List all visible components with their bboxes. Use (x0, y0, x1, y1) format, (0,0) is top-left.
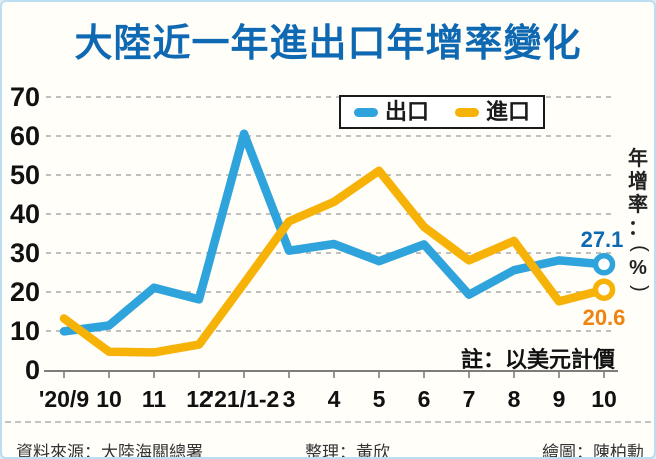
x-tick-label: 9 (552, 386, 566, 412)
x-tick-label: 10 (591, 386, 617, 412)
y-tick-label: 0 (24, 355, 40, 385)
x-tick-label: 10 (96, 386, 122, 412)
chart-title: 大陸近一年進出口年增率變化 (74, 23, 582, 65)
export-line-swatch-icon (353, 107, 378, 117)
export-end-value: 27.1 (580, 227, 624, 252)
import-line-swatch-icon (455, 107, 479, 117)
import-line (59, 166, 609, 357)
y-axis-title-char: 年 (628, 148, 648, 170)
note-usd-denominated: 註：以美元計價 (460, 347, 615, 372)
x-tick-label: 3 (282, 386, 296, 412)
x-tick-label: 5 (372, 386, 386, 412)
y-axis-title-char: ： (628, 217, 648, 239)
x-tick-label: 8 (507, 386, 521, 412)
export-line (59, 129, 609, 336)
import-end-marker (592, 278, 616, 301)
x-tick-label: '21/1-2 (208, 386, 280, 412)
legend-item-import: 進口 (455, 101, 530, 123)
y-tick-label: 60 (9, 121, 40, 151)
footer-separator (5, 421, 651, 423)
y-axis-title-char: 增 (628, 171, 648, 193)
y-axis-title-char: % (629, 257, 647, 279)
legend-label-import: 進口 (486, 99, 531, 124)
y-tick-label: 70 (9, 82, 40, 112)
legend-item-export: 出口 (353, 99, 429, 124)
footer-editor: 整理：黃欣 (305, 443, 390, 459)
y-tick-label: 30 (9, 238, 40, 268)
y-tick-label: 20 (9, 277, 40, 307)
y-axis-title-char: ) (628, 285, 651, 292)
footer: 資料來源：大陸海關總署 整理：黃欣 繪圖：陳柏勳 (2, 438, 654, 459)
export-end-marker (592, 253, 616, 276)
legend-label-export: 出口 (384, 99, 429, 124)
x-tick-label: 4 (327, 386, 341, 412)
legend: 出口 進口 (339, 95, 545, 129)
x-tick-label: 11 (141, 386, 167, 412)
footer-artist: 繪圖：陳柏勳 (542, 443, 644, 459)
footer-source: 資料來源：大陸海關總署 (16, 443, 203, 459)
x-tick-label: 6 (417, 386, 431, 412)
y-tick-label: 40 (9, 199, 40, 229)
y-tick-label: 50 (9, 160, 40, 190)
x-tick-label: 12 (186, 386, 212, 412)
x-tick-label: '20/9 (38, 386, 90, 412)
y-axis-title: 年增率：(%) (622, 148, 654, 297)
y-tick-label: 10 (9, 316, 40, 346)
y-axis-title-char: 率 (628, 194, 648, 216)
import-end-value: 20.6 (582, 305, 626, 330)
x-tick-label: 7 (462, 386, 476, 412)
